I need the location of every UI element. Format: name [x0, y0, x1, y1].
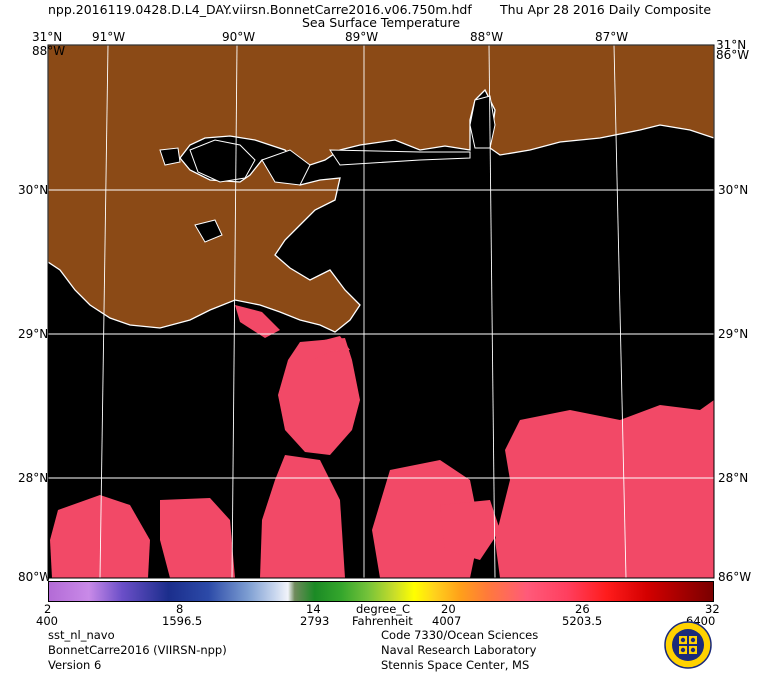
meridian-90w [231, 44, 238, 579]
lake-maurepas [159, 147, 181, 166]
lake-borgne [261, 149, 311, 186]
meridian-88w [488, 44, 496, 579]
sst-colorbar [48, 581, 714, 602]
colorbar-c-tick-26: 26 [575, 602, 590, 616]
sst-patch-delta-plume [278, 338, 360, 455]
lon-label-88w: 88°W [470, 30, 504, 44]
colorbar-f-tick-400: 400 [36, 614, 58, 628]
corner-lon-top-right: 86°W [716, 48, 750, 62]
map-border [47, 44, 715, 579]
colorbar-unit-f: Fahrenheit [352, 614, 413, 628]
corner-label-bottom-right: 86°W [718, 570, 752, 584]
footer-org-name: Naval Research Laboratory [381, 643, 537, 657]
lat-label-right-29n: 29°N [718, 327, 749, 341]
footer-org-location: Stennis Space Center, MS [381, 658, 530, 672]
colorbar-f-tick-1596: 1596.5 [162, 614, 203, 628]
corner-label-top-right: 31°N [716, 38, 747, 52]
lon-label-90w: 90°W [222, 30, 256, 44]
sst-patch-southwest [160, 498, 235, 578]
mobile-bay [469, 95, 496, 149]
footer-algorithm: sst_nl_navo [48, 628, 115, 642]
sst-patch-west [50, 495, 150, 578]
lakes [159, 95, 496, 243]
file-name-title: npp.2016119.0428.D.L4_DAY.viirsn.BonnetC… [48, 2, 472, 17]
colorbar-c-tick-8: 8 [176, 602, 184, 616]
lake-salvador [194, 219, 223, 243]
nrl-seal-icon [664, 621, 712, 669]
lon-label-87w: 87°W [595, 30, 629, 44]
colorbar-f-tick-5203: 5203.5 [562, 614, 603, 628]
product-subtitle: Sea Surface Temperature [302, 15, 461, 30]
sst-patch-center-west [260, 455, 345, 578]
meridian-87w [613, 44, 627, 579]
colorbar-unit-c: degree_C [356, 602, 411, 616]
mississippi-sound [329, 149, 471, 166]
sst-patch-east [495, 400, 714, 578]
lat-label-right-30n: 30°N [718, 183, 749, 197]
colorbar-c-tick-20: 20 [441, 602, 456, 616]
sst-patch-midshelf [440, 500, 500, 560]
lat-label-left-29n: 29°N [18, 327, 49, 341]
corner-label-top-left: 31°N [32, 30, 63, 44]
lat-label-left-28n: 28°N [18, 471, 49, 485]
graticule [48, 44, 714, 579]
colorbar-c-tick-2: 2 [44, 602, 52, 616]
sst-patches [50, 305, 714, 578]
colorbar-c-tick-32: 32 [705, 602, 720, 616]
lake-pontchartrain [189, 139, 256, 183]
lon-label-89w: 89°W [345, 30, 379, 44]
lon-label-91w: 91°W [92, 30, 126, 44]
lat-label-left-30n: 30°N [18, 183, 49, 197]
corner-lon-top-left: 88°W [32, 44, 66, 58]
lat-label-right-28n: 28°N [718, 471, 749, 485]
meridian-91w [99, 44, 109, 579]
sst-patch-river-mouth [305, 336, 350, 360]
sst-patch-offshore [235, 305, 280, 338]
colorbar-c-tick-14: 14 [306, 602, 321, 616]
footer-version: Version 6 [48, 658, 102, 672]
colorbar-f-tick-4007: 4007 [432, 614, 462, 628]
date-title: Thu Apr 28 2016 Daily Composite [500, 2, 712, 17]
footer-org-code: Code 7330/Ocean Sciences [381, 628, 539, 642]
corner-label-bottom-left: 80°W [18, 570, 52, 584]
colorbar-f-tick-2793: 2793 [300, 614, 330, 628]
footer-dataset: BonnetCarre2016 (VIIRSN-npp) [48, 643, 227, 657]
